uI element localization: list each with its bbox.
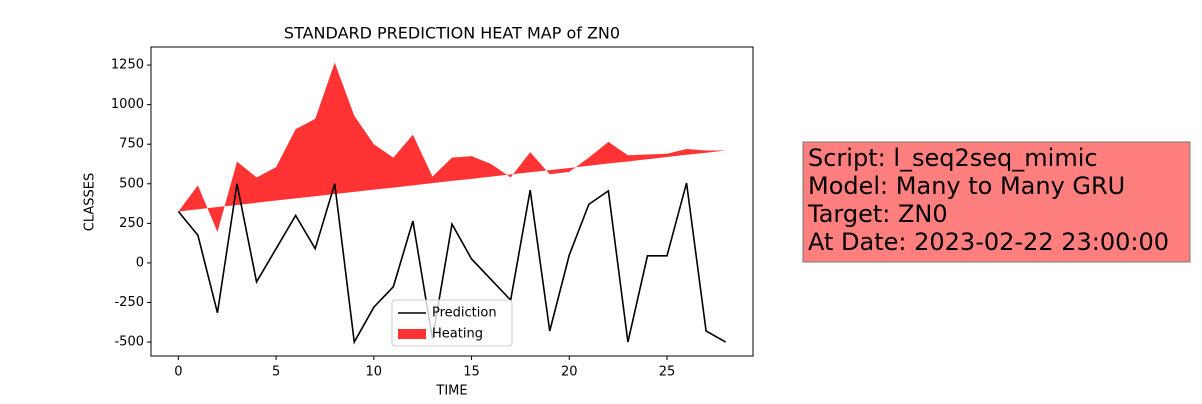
x-tick-label: 0 <box>174 365 182 380</box>
y-axis-label: CLASSES <box>83 173 98 231</box>
legend-patch <box>398 329 426 339</box>
x-tick-label: 10 <box>366 365 383 380</box>
plot-frame <box>150 46 754 357</box>
y-tick-label: 250 <box>119 216 144 231</box>
y-tick-label: 1250 <box>111 58 144 73</box>
chart-title: STANDARD PREDICTION HEAT MAP of ZN0 <box>284 24 620 43</box>
x-tick-label: 5 <box>272 365 280 380</box>
annotation-line: Script: l_seq2seq_mimic <box>808 144 1098 172</box>
x-tick-label: 20 <box>561 365 578 380</box>
x-tick-label: 25 <box>659 365 676 380</box>
y-tick-label: 500 <box>119 176 144 191</box>
x-tick-label: 15 <box>463 365 480 380</box>
y-tick-label: -500 <box>114 335 144 350</box>
legend-label: Heating <box>432 327 483 342</box>
legend-label: Prediction <box>432 306 497 321</box>
annotation-line: At Date: 2023-02-22 23:00:00 <box>808 228 1169 256</box>
y-tick-label: 750 <box>119 137 144 152</box>
y-tick-label: -250 <box>114 295 144 310</box>
annotation-line: Model: Many to Many GRU <box>808 172 1125 200</box>
y-tick-label: 1000 <box>111 97 144 112</box>
prediction-line <box>177 182 727 345</box>
annotation-box <box>802 141 1191 263</box>
annotation-line: Target: ZN0 <box>807 200 948 228</box>
y-tick-label: 0 <box>136 255 144 270</box>
x-axis-label: TIME <box>435 384 467 399</box>
heating-area <box>178 62 726 233</box>
